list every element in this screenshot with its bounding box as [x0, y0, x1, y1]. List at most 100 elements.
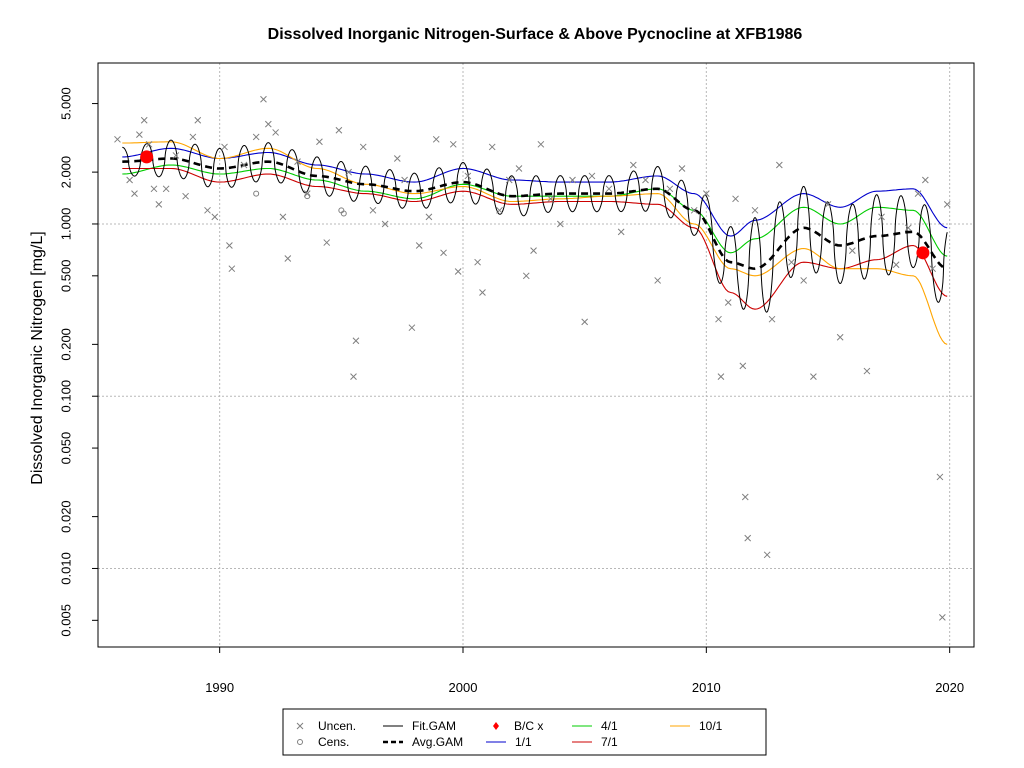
legend-fit-gam-label: Fit.GAM	[412, 719, 456, 733]
uncensored-point	[892, 261, 900, 269]
censored-point	[304, 193, 311, 200]
uncensored-point	[136, 131, 143, 139]
uncensored-point	[228, 265, 236, 273]
uncensored-point	[788, 258, 795, 266]
series-10-1	[122, 141, 948, 345]
uncensored-point	[150, 185, 158, 193]
uncensored-point	[939, 614, 946, 621]
uncensored-point	[775, 161, 783, 169]
censored-point	[253, 190, 260, 197]
uncensored-point	[114, 135, 121, 143]
uncensored-point	[162, 185, 170, 193]
legend-uncen-symbol	[296, 722, 304, 730]
uncensored-point	[744, 534, 752, 542]
uncensored-point	[702, 190, 710, 197]
uncensored-point	[904, 224, 912, 232]
uncensored-point	[556, 220, 564, 228]
uncensored-point	[335, 126, 343, 134]
uncensored-point	[172, 152, 180, 159]
legend-7-1-label: 7/1	[601, 735, 618, 749]
uncensored-point	[131, 190, 138, 197]
uncensored-point	[182, 192, 189, 200]
uncensored-point	[345, 168, 352, 176]
uncensored-point	[530, 247, 537, 255]
y-tick-label-5: 0.200	[59, 328, 74, 361]
uncensored-point	[715, 315, 722, 323]
uncensored-point	[204, 206, 211, 214]
uncensored-point	[724, 299, 732, 306]
uncensored-point	[605, 185, 613, 193]
uncensored-point	[140, 116, 148, 124]
uncensored-point	[943, 200, 951, 208]
uncensored-point	[768, 315, 776, 323]
uncensored-point	[717, 373, 725, 380]
uncensored-point	[863, 367, 871, 375]
y-tick-label-7: 1.000	[59, 208, 74, 241]
uncensored-point	[415, 242, 423, 249]
uncensored-point	[642, 176, 649, 184]
legend-1-1-label: 1/1	[515, 735, 532, 749]
uncensored-point	[914, 190, 922, 197]
uncensored-point	[836, 333, 844, 341]
uncensored-point	[294, 158, 301, 166]
fit-gam-line	[122, 139, 948, 313]
y-axis: 0.005 0.010 0.020 0.050 0.100 0.200 0.500 1.000…	[59, 87, 98, 637]
y-tick-label-9: 5.000	[59, 87, 74, 120]
uncensored-point	[547, 195, 554, 203]
bc-markers	[140, 150, 930, 260]
uncensored-point	[537, 140, 545, 148]
uncensored-point	[145, 140, 153, 148]
uncensored-point	[588, 172, 596, 180]
uncensored-point	[690, 206, 698, 214]
uncensored-point	[316, 138, 323, 146]
uncensored-point	[425, 213, 433, 221]
data-points	[114, 95, 951, 621]
uncensored-point	[272, 129, 279, 136]
y-axis-label: Dissolved Inorganic Nitrogen [mg/L]	[29, 231, 46, 484]
legend-box	[282, 708, 767, 756]
y-tick-label-6: 0.500	[59, 260, 74, 293]
uncensored-point	[381, 220, 389, 228]
uncensored-point	[323, 239, 331, 246]
x-axis: 1990 2000 2010 2020	[205, 647, 964, 695]
uncensored-point	[432, 135, 440, 143]
uncensored-point	[284, 255, 292, 262]
uncensored-point	[936, 473, 944, 481]
uncensored-point	[352, 337, 360, 345]
legend-b-c-x-symbol	[493, 722, 499, 730]
y-tick-label-2: 0.020	[59, 500, 74, 533]
uncensored-point	[617, 228, 625, 236]
uncensored-point	[810, 373, 817, 380]
uncensored-point	[226, 242, 233, 249]
uncensored-point	[211, 213, 219, 221]
gridlines	[98, 63, 974, 647]
bc-marker-1	[916, 246, 930, 260]
y-tick-label-4: 0.100	[59, 380, 74, 413]
uncensored-point	[522, 272, 530, 280]
uncensored-point	[393, 155, 401, 162]
uncensored-point	[496, 206, 503, 214]
y-tick-label-0: 0.005	[59, 604, 74, 637]
series-lines	[122, 139, 948, 345]
legend: Uncen. Cens. Fit.GAM Avg.GAM B/C x 1/1 4/1 7/1 1…	[282, 708, 767, 756]
y-tick-label-1: 0.010	[59, 552, 74, 585]
uncensored-point	[194, 116, 202, 124]
uncensored-point	[221, 143, 228, 151]
uncensored-point	[741, 493, 749, 501]
uncensored-point	[440, 249, 447, 257]
legend-cens-label: Cens.	[318, 735, 349, 749]
uncensored-point	[155, 200, 163, 208]
uncensored-point	[488, 143, 496, 151]
uncensored-point	[929, 265, 936, 273]
uncensored-point	[350, 373, 357, 380]
uncensored-point	[359, 143, 367, 151]
uncensored-point	[126, 176, 133, 184]
chart-title: Dissolved Inorganic Nitrogen-Surface & A…	[268, 26, 803, 43]
uncensored-point	[401, 176, 408, 184]
uncensored-point	[751, 206, 759, 214]
plot-frame	[97, 62, 975, 648]
legend-cens-symbol	[297, 739, 303, 745]
uncensored-point	[479, 289, 486, 296]
uncensored-point	[264, 120, 272, 128]
